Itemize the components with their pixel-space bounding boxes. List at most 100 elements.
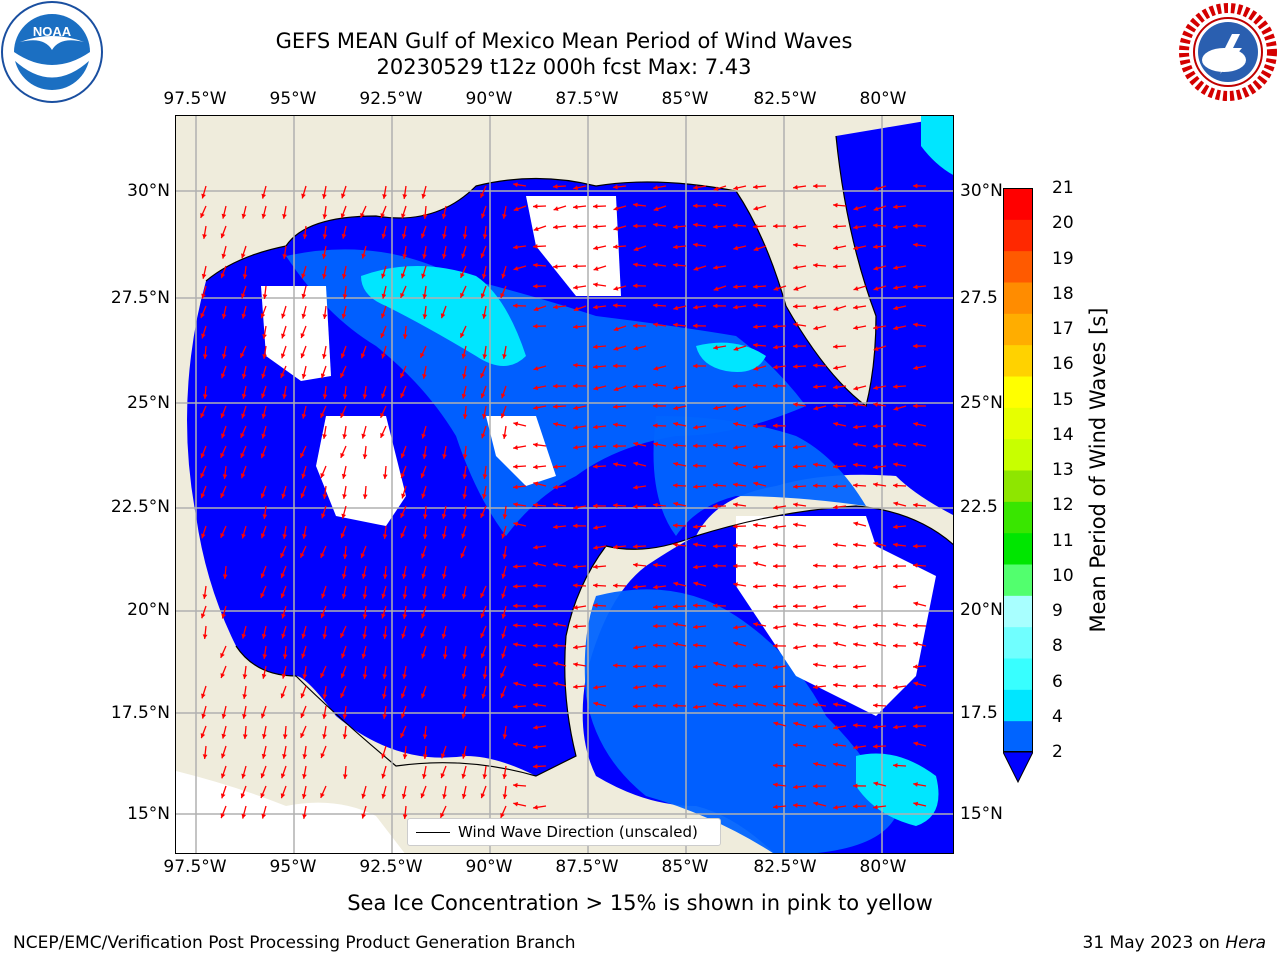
wind-wave-arrowhead xyxy=(913,343,918,349)
wind-wave-arrowhead xyxy=(300,452,305,458)
wind-wave-arrowhead xyxy=(793,603,798,609)
wind-wave-arrowhead xyxy=(773,643,778,649)
wind-wave-arrowhead xyxy=(613,663,618,668)
wind-wave-arrowhead xyxy=(320,473,325,478)
wind-wave-arrowhead xyxy=(553,484,558,490)
wind-wave-arrowhead xyxy=(402,334,408,339)
wind-wave-arrowhead xyxy=(553,661,559,667)
wind-wave-arrowhead xyxy=(733,502,738,508)
wind-wave-arrowhead xyxy=(402,674,407,679)
wind-wave-arrowhead xyxy=(833,403,838,409)
wind-wave-arrowhead xyxy=(360,212,365,218)
colorbar-tick-label: 2 xyxy=(1052,742,1063,762)
wind-wave-arrowhead xyxy=(913,502,918,508)
wind-wave-arrowhead xyxy=(833,245,839,251)
wind-wave-arrowhead xyxy=(633,383,638,389)
wind-wave-arrowhead xyxy=(833,365,839,371)
coastline xyxy=(205,135,877,408)
wind-wave-arrowhead xyxy=(533,283,538,289)
wind-wave-arrowhead xyxy=(200,733,206,739)
wind-wave-arrowhead xyxy=(513,704,518,710)
wind-wave-arrowhead xyxy=(573,324,578,330)
wind-wave-arrowhead xyxy=(773,223,778,229)
wind-wave-arrowhead xyxy=(400,392,405,398)
wind-wave-arrowhead xyxy=(573,425,578,430)
wind-wave-arrowhead xyxy=(301,633,307,639)
wind-wave-arrowhead xyxy=(261,633,267,639)
wind-wave-arrowhead xyxy=(873,265,879,271)
wind-wave-arrowhead xyxy=(441,593,447,599)
wind-wave-arrowhead xyxy=(673,641,679,647)
wind-wave-arrowhead xyxy=(482,474,488,479)
wind-wave-arrowhead xyxy=(773,542,778,548)
wind-wave-arrowhead xyxy=(853,624,858,630)
wind-wave-arrowhead xyxy=(633,645,638,650)
coastline-yucatan xyxy=(235,535,697,777)
wind-wave-arrowhead xyxy=(633,484,638,490)
wind-wave-arrowhead xyxy=(262,294,268,299)
wind-wave-arrowhead xyxy=(913,322,918,328)
wind-wave-arrowhead xyxy=(773,323,778,329)
wind-wave-arrowhead xyxy=(221,213,227,219)
wind-wave-arrowhead xyxy=(280,793,286,799)
wind-wave-arrowhead xyxy=(481,433,486,439)
wind-wave-arrowhead xyxy=(913,563,918,568)
wind-wave-arrowhead xyxy=(913,601,919,607)
wind-wave-arrowhead xyxy=(873,244,878,250)
wind-wave-arrowhead xyxy=(260,773,266,779)
wind-wave-arrowhead xyxy=(813,684,818,690)
wind-wave-arrowhead xyxy=(873,402,878,407)
wind-wave-arrowhead xyxy=(533,622,538,628)
wind-wave-arrowhead xyxy=(513,421,519,427)
wind-wave-arrowhead xyxy=(382,194,387,199)
wind-wave-arrowhead xyxy=(320,672,325,678)
wind-wave-arrowhead xyxy=(633,584,638,590)
wind-wave-arrowhead xyxy=(693,363,698,369)
wind-wave-arrowhead xyxy=(460,553,465,559)
masked-area-3 xyxy=(526,196,621,296)
wind-wave-arrowhead xyxy=(653,262,658,268)
wind-wave-arrowhead xyxy=(873,423,878,429)
wind-wave-arrowhead xyxy=(260,493,266,499)
wind-wave-arrowhead xyxy=(913,284,918,290)
wind-wave-arrowhead xyxy=(733,482,738,488)
colorbar-tick-label: 12 xyxy=(1052,495,1074,516)
wind-wave-arrowhead xyxy=(773,702,778,707)
wind-wave-arrowhead xyxy=(693,564,698,570)
wind-wave-arrowhead xyxy=(913,442,918,447)
wind-wave-arrowhead xyxy=(853,564,858,570)
wind-wave-arrowhead xyxy=(853,542,858,548)
wind-wave-arrowhead xyxy=(422,374,427,379)
wind-wave-arrowhead xyxy=(341,233,347,239)
lon-tick-top: 80°W xyxy=(859,89,907,109)
colorbar-band xyxy=(1003,470,1033,502)
lon-tick-bottom: 90°W xyxy=(465,857,513,877)
wind-wave-arrowhead xyxy=(813,483,818,489)
wind-wave-arrowhead xyxy=(793,502,798,508)
wind-wave-arrowhead xyxy=(653,683,658,689)
wind-wave-arrowhead xyxy=(461,593,467,599)
wind-wave-arrowhead xyxy=(361,573,367,579)
wind-wave-arrowhead xyxy=(813,801,819,807)
colorbar-band xyxy=(1003,720,1033,753)
wind-wave-arrowhead xyxy=(793,224,798,230)
wind-wave-arrowhead xyxy=(241,213,247,219)
lat-tick-left: 22.5°N xyxy=(110,497,170,517)
wind-wave-arrowhead xyxy=(553,681,559,687)
wind-wave-arrowhead xyxy=(422,254,427,259)
wind-wave-arrowhead xyxy=(281,313,286,319)
wind-wave-arrowhead xyxy=(500,672,505,678)
wind-wave-arrowhead xyxy=(873,346,879,351)
wind-wave-arrowhead xyxy=(873,541,879,547)
wind-wave-arrowhead xyxy=(282,214,287,219)
wind-wave-arrowhead xyxy=(200,412,205,418)
wind-wave-arrowhead xyxy=(461,353,467,359)
wind-wave-arrowhead xyxy=(873,683,878,689)
wind-wave-arrowhead xyxy=(301,653,306,659)
wind-wave-arrowhead xyxy=(321,513,326,519)
lat-tick-right: 17.5 xyxy=(960,703,998,723)
wind-wave-arrowhead xyxy=(241,633,247,639)
colorbar xyxy=(1003,188,1033,753)
wind-wave-arrowhead xyxy=(362,634,368,639)
wind-wave-arrowhead xyxy=(501,613,507,619)
